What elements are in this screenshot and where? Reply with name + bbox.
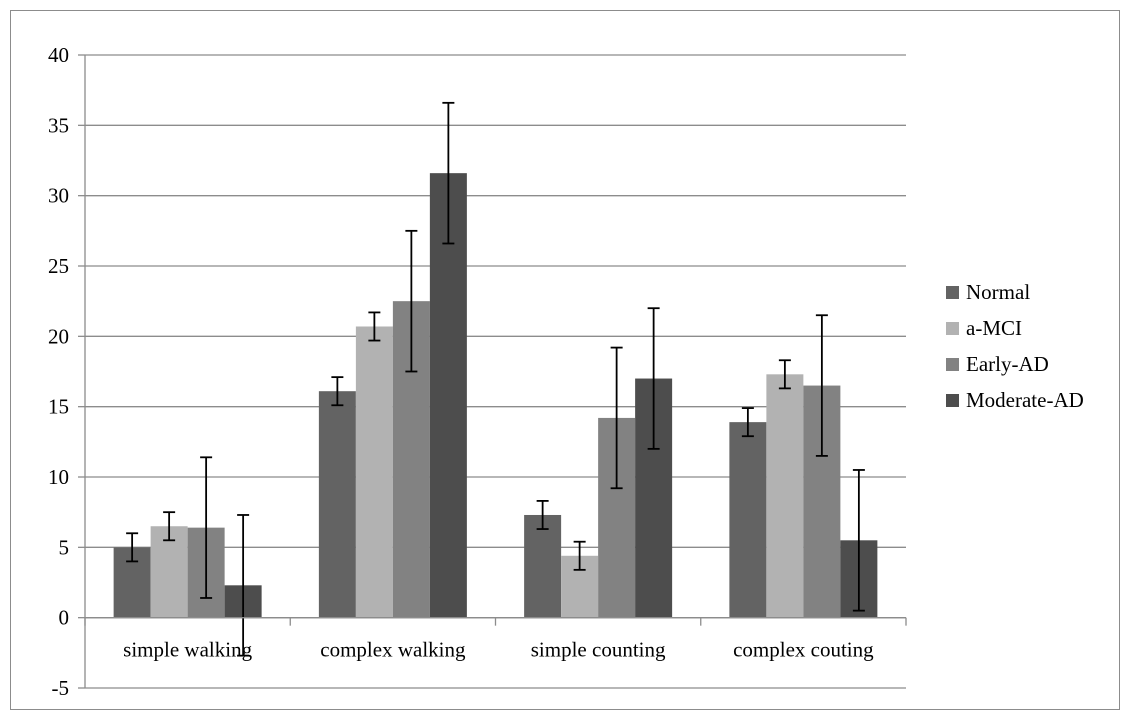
bar (524, 514, 562, 618)
legend-swatch (946, 394, 959, 407)
y-tick-label: 30 (48, 184, 69, 208)
legend-label: Moderate-AD (966, 388, 1084, 412)
legend-label: Early-AD (966, 352, 1049, 376)
bar (766, 374, 804, 618)
x-category-label: complex walking (320, 638, 466, 662)
legend-swatch (946, 358, 959, 371)
y-tick-label: 35 (48, 113, 69, 137)
legend-label: a-MCI (966, 316, 1022, 340)
bar (729, 422, 767, 618)
y-tick-label: 20 (48, 324, 69, 348)
bars (113, 173, 878, 618)
y-tick-labels: 40 35 30 25 20 15 10 5 0 -5 (48, 43, 69, 700)
y-tick-label: -5 (52, 676, 70, 700)
y-tick-label: 10 (48, 465, 69, 489)
error-bars (126, 101, 865, 657)
x-category-label: complex couting (733, 638, 874, 662)
x-category-label: simple counting (531, 638, 666, 662)
y-tick-label: 25 (48, 254, 69, 278)
bar (429, 173, 467, 618)
y-tick-label: 5 (59, 535, 70, 559)
bar (355, 326, 393, 618)
axes (78, 54, 907, 689)
bar (318, 391, 356, 618)
y-tick-label: 40 (48, 43, 69, 67)
legend: Normal a-MCI Early-AD Moderate-AD (946, 280, 1084, 412)
legend-swatch (946, 286, 959, 299)
x-category-label: simple walking (123, 638, 252, 662)
bar (150, 526, 188, 618)
y-tick-label: 0 (59, 606, 70, 630)
legend-label: Normal (966, 280, 1030, 304)
x-category-labels: simple walking complex walking simple coun… (123, 638, 874, 662)
legend-swatch (946, 322, 959, 335)
y-tick-label: 15 (48, 395, 69, 419)
